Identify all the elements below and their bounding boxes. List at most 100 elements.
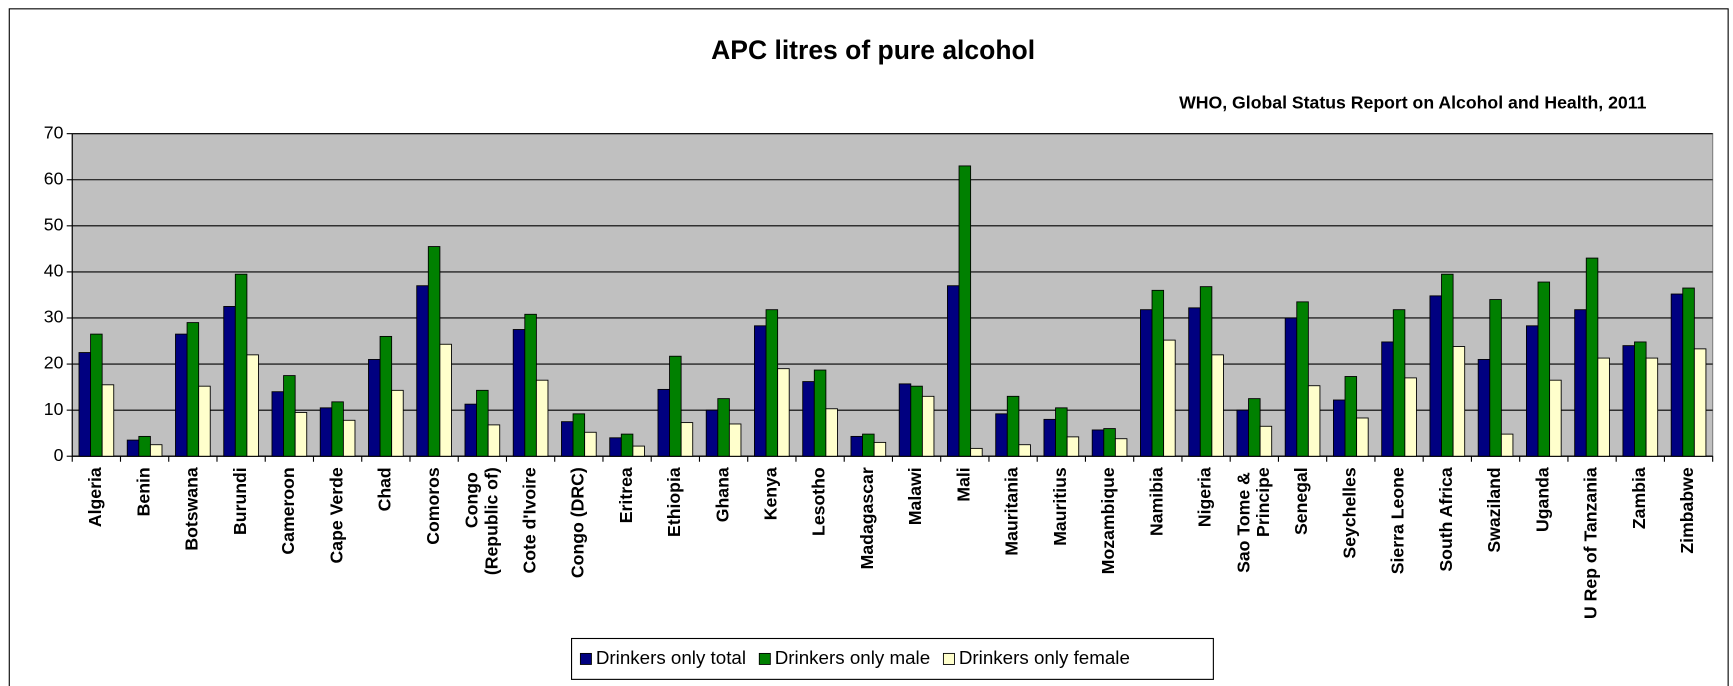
x-tick-label: Cape Verde (326, 467, 346, 563)
x-tick-label: Cameroon (278, 467, 298, 554)
bar (331, 401, 344, 457)
bar (464, 403, 478, 457)
plot-area (71, 133, 1714, 457)
bar (717, 398, 730, 457)
bar (1537, 281, 1551, 457)
bar (294, 412, 308, 457)
bar (958, 165, 972, 457)
bar (1236, 409, 1249, 457)
bar (1248, 398, 1261, 457)
bar (186, 322, 200, 457)
legend-label: Drinkers only female (959, 647, 1130, 668)
bar (680, 422, 694, 457)
chart-title: APC litres of pure alcohol (711, 35, 1035, 65)
bar (802, 381, 815, 457)
bar (149, 444, 163, 457)
bar (813, 369, 827, 457)
bar (234, 273, 248, 457)
x-tick-label: U Rep of Tanzania (1581, 467, 1601, 619)
x-tick-label: Swaziland (1484, 467, 1504, 552)
bar (126, 439, 140, 457)
bar (1333, 399, 1346, 457)
bar (524, 313, 537, 457)
bar (1634, 341, 1647, 457)
bar (873, 441, 887, 457)
bar (379, 335, 393, 457)
bar (777, 368, 790, 457)
bar (391, 389, 404, 457)
bar (970, 447, 983, 457)
legend-swatch (758, 652, 771, 665)
x-tick-label: Zimbabwe (1677, 467, 1697, 554)
x-tick-label: Kenya (761, 467, 781, 520)
y-tick-label: 70 (44, 122, 64, 142)
bar (921, 395, 935, 457)
x-tick-label: Sao Tome & Principe (1233, 467, 1273, 573)
bar (1140, 309, 1153, 457)
bar (995, 413, 1008, 457)
x-tick-label: South Africa (1436, 467, 1456, 571)
bar (728, 423, 742, 457)
bar (1381, 341, 1394, 457)
bar (1429, 295, 1442, 457)
x-tick-label: Madagascar (857, 467, 877, 569)
x-tick-label: Benin (133, 467, 153, 516)
bar (669, 355, 682, 457)
x-tick-label: Zambia (1629, 467, 1649, 529)
bar (1259, 425, 1273, 457)
bar (1006, 395, 1020, 457)
bar (657, 388, 670, 457)
x-tick-label: Congo (Republic of) (461, 467, 501, 575)
x-tick-label: Eritrea (616, 467, 636, 523)
bar (1489, 299, 1502, 457)
bar (476, 389, 489, 457)
bar (78, 352, 92, 457)
bar (862, 433, 875, 457)
bar (175, 333, 188, 457)
bar (1574, 309, 1587, 457)
chart-subtitle: WHO, Global Status Report on Alcohol and… (1179, 93, 1646, 113)
bar (572, 413, 586, 457)
bar (1682, 287, 1695, 457)
bar (910, 385, 923, 457)
bar (1091, 429, 1105, 457)
x-tick-label: Uganda (1532, 467, 1552, 532)
x-tick-label: Lesotho (809, 467, 829, 536)
y-tick-label: 30 (44, 307, 64, 327)
x-tick-label: Burundi (230, 467, 250, 535)
x-tick-label: Algeria (85, 467, 105, 527)
legend-swatch (579, 652, 592, 665)
bar (1622, 345, 1635, 457)
bar (1211, 354, 1224, 457)
y-tick-label: 60 (44, 168, 64, 188)
y-tick-label: 0 (54, 445, 64, 465)
legend-swatch (942, 652, 955, 665)
x-tick-label: Chad (375, 467, 395, 511)
bar (850, 435, 863, 457)
bar (1392, 309, 1406, 457)
x-tick-label: Seychelles (1339, 467, 1359, 558)
bar (1525, 325, 1539, 457)
x-tick-label: Comoros (423, 467, 443, 545)
bar (1477, 359, 1491, 457)
bar (632, 445, 645, 457)
bar (1549, 379, 1562, 457)
bar (90, 333, 103, 457)
bar (535, 379, 549, 457)
bar (754, 325, 767, 457)
bar (138, 435, 151, 457)
bar (1114, 438, 1128, 457)
bar (1452, 346, 1466, 457)
x-tick-label: Namibia (1146, 467, 1166, 536)
bar (1188, 307, 1201, 457)
bar (825, 408, 838, 457)
bar (101, 384, 115, 457)
x-tick-label: Sierra Leone (1388, 467, 1408, 574)
legend-box (571, 637, 1214, 680)
bar (1043, 418, 1056, 457)
bar (1404, 377, 1417, 457)
bar (427, 246, 441, 457)
bar (1344, 376, 1358, 457)
bar (584, 431, 597, 457)
bar (898, 383, 912, 457)
